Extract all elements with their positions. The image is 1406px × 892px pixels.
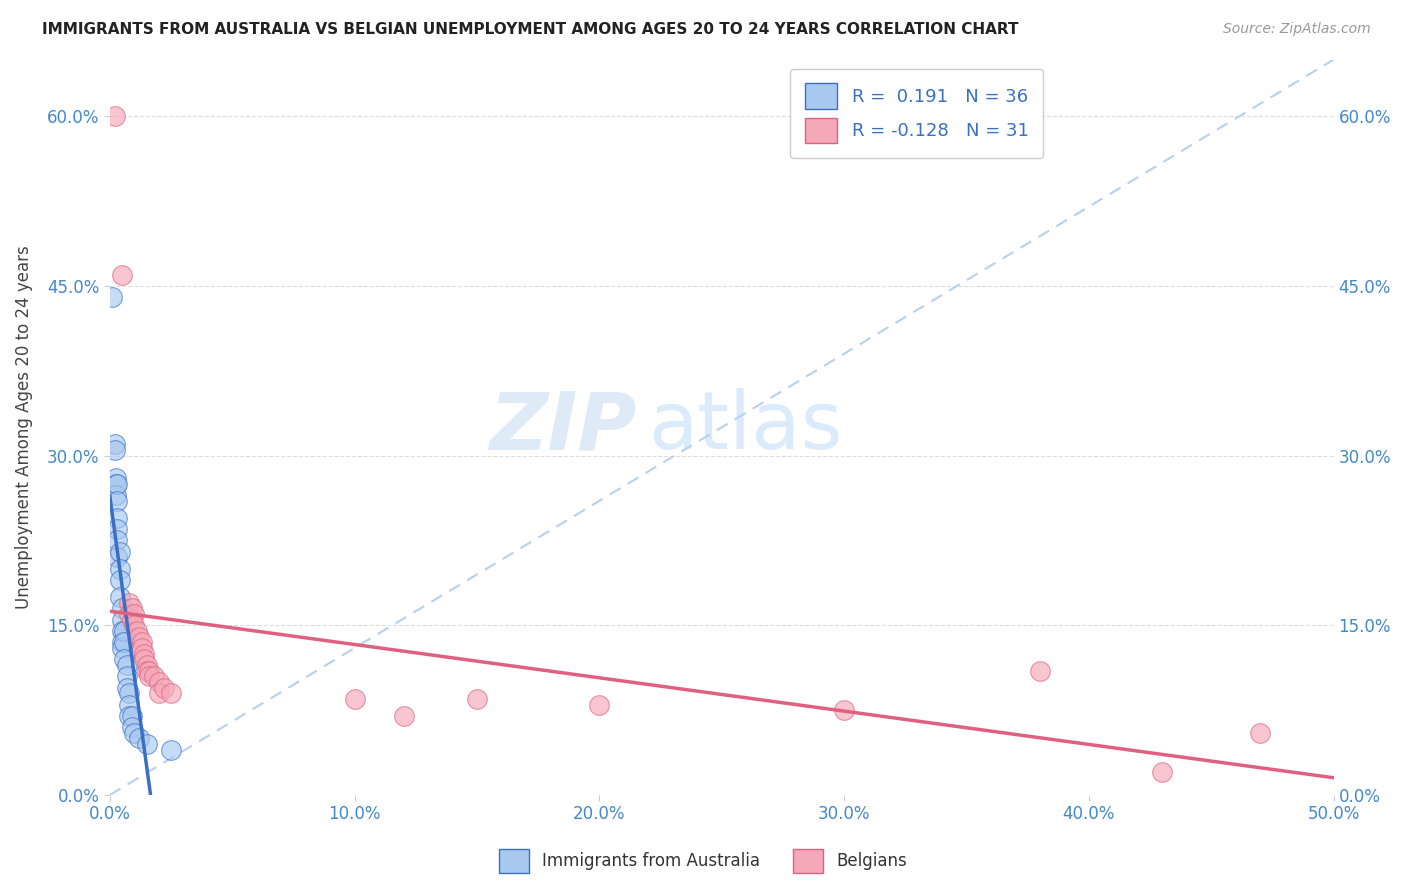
- Point: [105, 550, 128, 565]
- Point: [132, 647, 155, 661]
- Point: [121, 720, 143, 734]
- Point: [114, 635, 136, 649]
- Point: [135, 664, 157, 678]
- Point: [115, 657, 138, 672]
- Point: [132, 652, 155, 666]
- Text: ZIP: ZIP: [489, 388, 636, 467]
- Legend: R =  0.191   N = 36, R = -0.128   N = 31: R = 0.191 N = 36, R = -0.128 N = 31: [790, 69, 1043, 158]
- Point: [1249, 726, 1271, 740]
- Point: [104, 476, 127, 491]
- Point: [588, 698, 610, 712]
- Point: [111, 613, 134, 627]
- Point: [111, 268, 134, 282]
- Point: [105, 511, 128, 525]
- Point: [105, 494, 128, 508]
- Point: [104, 488, 127, 502]
- Point: [152, 681, 174, 695]
- Point: [138, 664, 160, 678]
- Point: [104, 442, 127, 457]
- Point: [118, 709, 141, 723]
- Point: [108, 573, 131, 587]
- Point: [121, 601, 143, 615]
- Point: [111, 635, 134, 649]
- Point: [111, 624, 134, 638]
- Point: [115, 669, 138, 683]
- Point: [118, 607, 141, 621]
- Point: [160, 686, 183, 700]
- Point: [105, 522, 128, 536]
- Point: [111, 640, 134, 655]
- Point: [104, 109, 127, 123]
- Point: [114, 624, 136, 638]
- Point: [118, 596, 141, 610]
- Point: [128, 630, 150, 644]
- Point: [124, 607, 146, 621]
- Point: [131, 640, 153, 655]
- Point: [104, 471, 127, 485]
- Point: [135, 737, 157, 751]
- Point: [128, 731, 150, 746]
- Point: [142, 669, 165, 683]
- Point: [115, 681, 138, 695]
- Y-axis label: Unemployment Among Ages 20 to 24 years: Unemployment Among Ages 20 to 24 years: [15, 245, 32, 609]
- Point: [1029, 664, 1052, 678]
- Point: [148, 674, 170, 689]
- Point: [121, 613, 143, 627]
- Point: [465, 692, 488, 706]
- Point: [832, 703, 855, 717]
- Point: [392, 709, 415, 723]
- Point: [148, 686, 170, 700]
- Point: [138, 669, 160, 683]
- Point: [135, 657, 157, 672]
- Point: [1152, 765, 1174, 780]
- Point: [160, 743, 183, 757]
- Point: [108, 590, 131, 604]
- Point: [343, 692, 366, 706]
- Text: Source: ZipAtlas.com: Source: ZipAtlas.com: [1223, 22, 1371, 37]
- Point: [124, 618, 146, 632]
- Point: [118, 686, 141, 700]
- Point: [104, 437, 127, 451]
- Point: [131, 635, 153, 649]
- Text: atlas: atlas: [648, 388, 842, 467]
- Point: [125, 624, 148, 638]
- Point: [121, 709, 143, 723]
- Point: [111, 601, 134, 615]
- Point: [101, 290, 124, 304]
- Point: [108, 562, 131, 576]
- Point: [108, 545, 131, 559]
- Point: [105, 533, 128, 548]
- Legend: Immigrants from Australia, Belgians: Immigrants from Australia, Belgians: [492, 842, 914, 880]
- Point: [124, 726, 146, 740]
- Point: [118, 698, 141, 712]
- Point: [114, 652, 136, 666]
- Point: [105, 476, 128, 491]
- Text: IMMIGRANTS FROM AUSTRALIA VS BELGIAN UNEMPLOYMENT AMONG AGES 20 TO 24 YEARS CORR: IMMIGRANTS FROM AUSTRALIA VS BELGIAN UNE…: [42, 22, 1019, 37]
